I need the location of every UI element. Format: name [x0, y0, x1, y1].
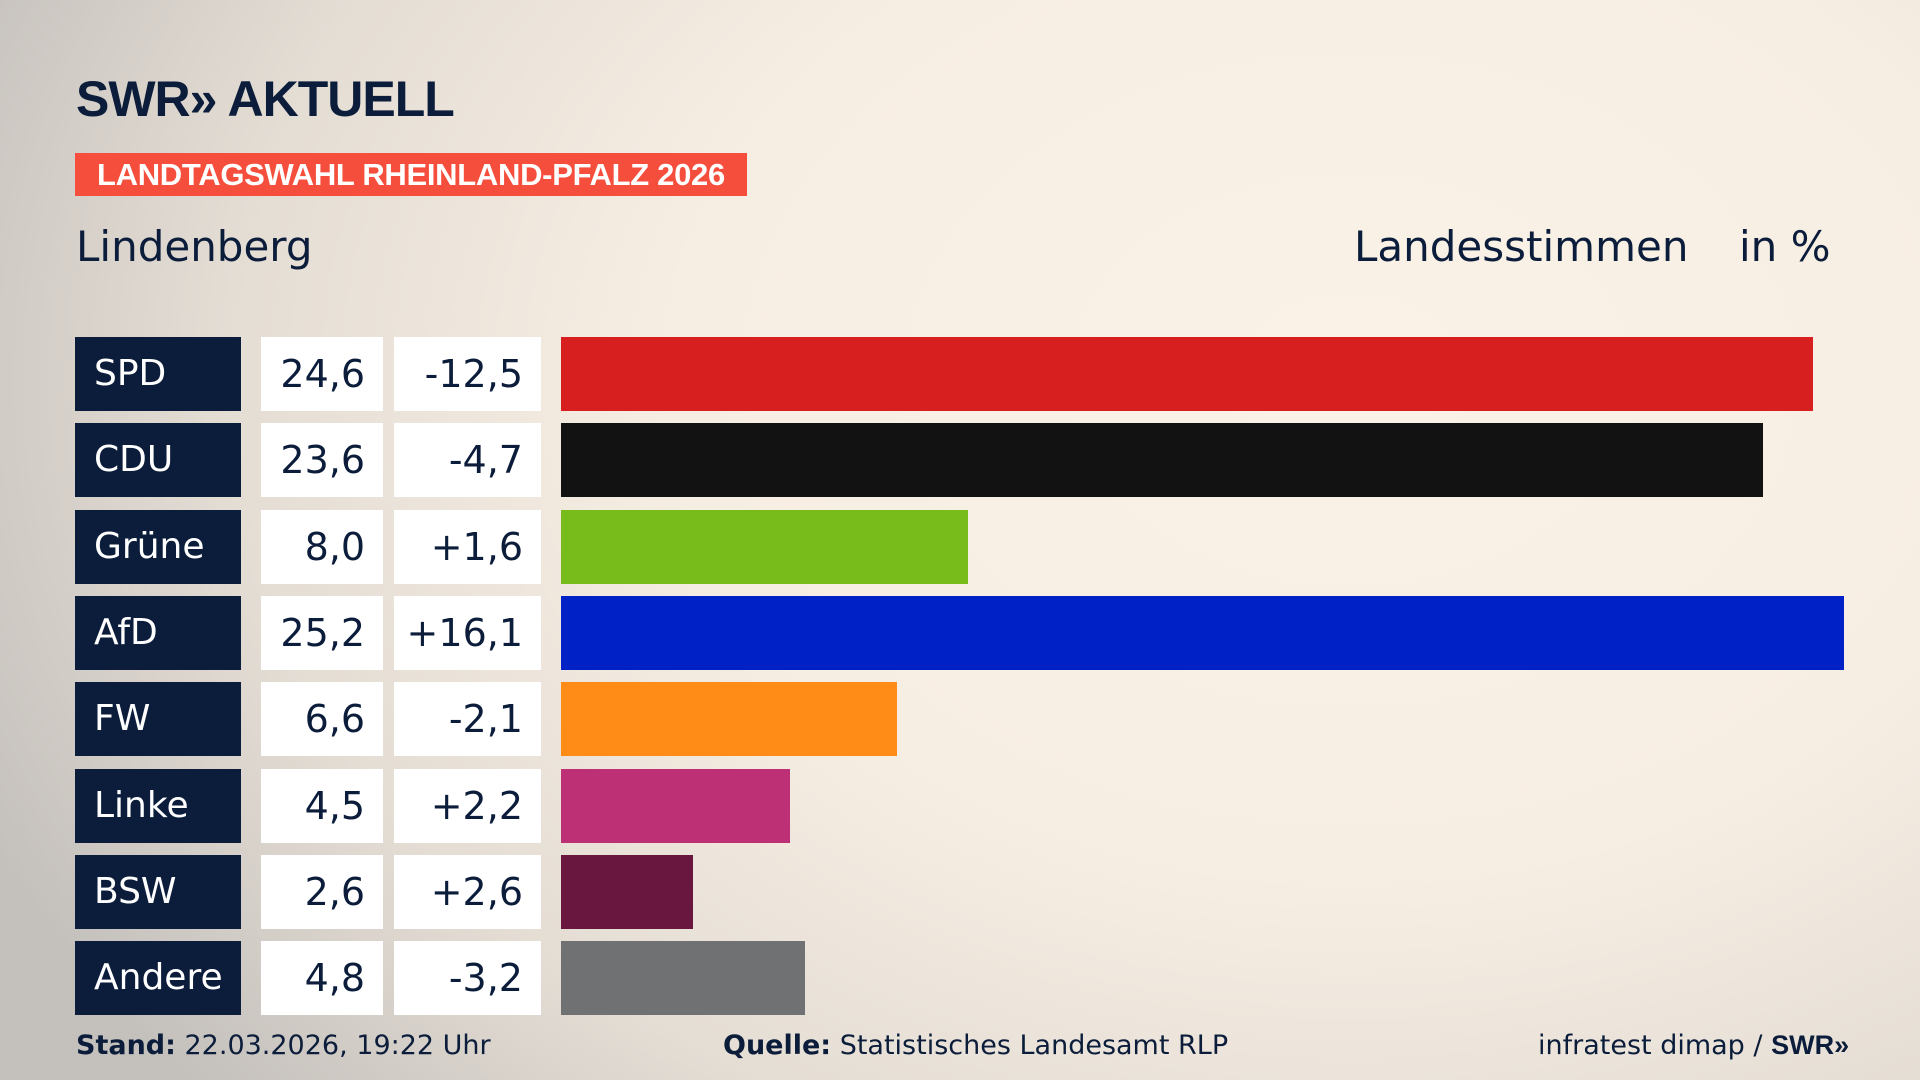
vote-share: 4,8	[261, 941, 383, 1016]
vote-share: 25,2	[261, 595, 383, 670]
credit-text: infratest dimap /	[1538, 1030, 1772, 1061]
vote-share: 2,6	[261, 854, 383, 929]
party-label: FW	[75, 682, 241, 757]
vote-share: 4,5	[261, 768, 383, 843]
party-label: SPD	[75, 337, 241, 411]
region-title: Lindenberg	[76, 222, 313, 271]
vote-change: +2,6	[394, 854, 541, 929]
bar-fw	[561, 682, 898, 757]
source: Quelle: Statistisches Landesamt RLP	[723, 1030, 1228, 1061]
bar-afd	[561, 595, 1844, 670]
source-label: Quelle:	[723, 1030, 832, 1061]
source-value: Statistisches Landesamt RLP	[831, 1030, 1229, 1061]
unit-label: in %	[1739, 222, 1831, 271]
party-label: Linke	[75, 768, 241, 843]
bar-andere	[561, 941, 806, 1016]
vote-share: 23,6	[261, 423, 383, 498]
vote-change: +2,2	[394, 768, 541, 843]
vote-share: 6,6	[261, 682, 383, 757]
swr-logo: SWR»	[1771, 1030, 1850, 1060]
party-label: Grüne	[75, 509, 241, 584]
party-label: CDU	[75, 423, 241, 498]
swr-aktuell-logo: SWR» AKTUELL	[76, 71, 455, 127]
vote-change: -3,2	[394, 941, 541, 1016]
bar-linke	[561, 768, 791, 843]
credit: infratest dimap / SWR»	[1538, 1030, 1849, 1061]
vote-change: -2,1	[394, 682, 541, 757]
party-label: AfD	[75, 595, 241, 670]
vote-share: 24,6	[261, 337, 383, 411]
vote-share: 8,0	[261, 509, 383, 584]
vote-change: +16,1	[394, 595, 541, 670]
bar-cdu	[561, 423, 1763, 498]
bar-spd	[561, 337, 1814, 411]
bar-grne	[561, 509, 969, 584]
election-banner: LANDTAGSWAHL RHEINLAND-PFALZ 2026	[75, 153, 747, 196]
bar-bsw	[561, 854, 694, 929]
stand-label: Stand:	[76, 1030, 176, 1061]
vote-change: +1,6	[394, 509, 541, 584]
party-label: BSW	[75, 854, 241, 929]
metric-label: Landesstimmen	[1354, 222, 1689, 271]
party-label: Andere	[75, 941, 241, 1016]
vote-change: -4,7	[394, 423, 541, 498]
timestamp: Stand: 22.03.2026, 19:22 Uhr	[76, 1030, 491, 1061]
stand-value: 22.03.2026, 19:22 Uhr	[175, 1030, 491, 1061]
vote-change: -12,5	[394, 337, 541, 411]
